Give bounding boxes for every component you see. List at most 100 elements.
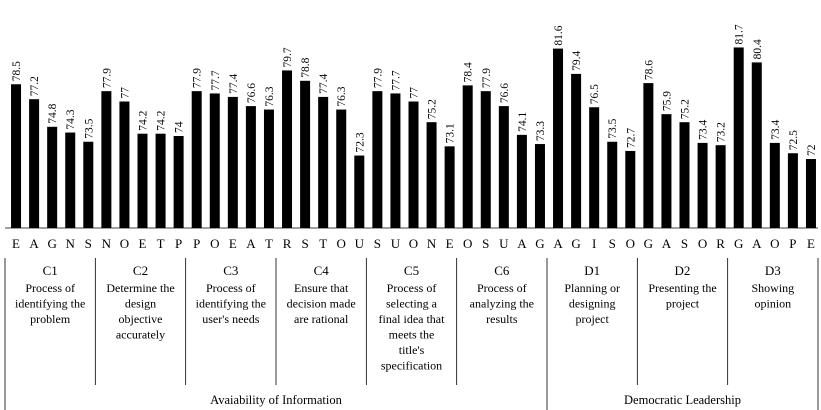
value-label: 73.4	[698, 120, 710, 140]
bar	[444, 146, 455, 228]
value-label: 78.6	[643, 60, 655, 80]
bar	[300, 80, 311, 228]
bar	[101, 91, 112, 229]
x-tick-label: U	[355, 236, 365, 251]
value-label: 72.3	[354, 132, 366, 152]
group-description: Ensure that	[294, 281, 349, 295]
value-label: 78.8	[300, 57, 312, 77]
value-label: 74.8	[47, 103, 59, 123]
group-description: project	[666, 297, 700, 311]
value-label: 73.3	[535, 121, 547, 141]
x-tick-label: A	[752, 236, 762, 251]
group-description: Showing	[751, 281, 794, 295]
bar	[29, 99, 40, 228]
bar	[661, 114, 672, 228]
x-tick-label: E	[229, 236, 237, 251]
x-tick-label: U	[391, 236, 401, 251]
group-description: designing	[569, 297, 616, 311]
bar	[65, 132, 76, 228]
value-label: 77.4	[228, 74, 240, 94]
bar	[408, 101, 419, 228]
group-description: Process of	[387, 281, 437, 295]
bar	[733, 47, 744, 229]
x-tick-label: O	[770, 236, 779, 251]
x-tick-label: A	[29, 236, 39, 251]
value-label: 73.5	[607, 118, 619, 138]
x-tick-label: G	[535, 236, 544, 251]
value-label: 72	[806, 144, 818, 156]
x-tick-label: E	[446, 236, 454, 251]
x-tick-label: S	[85, 236, 92, 251]
bar	[625, 150, 636, 228]
x-tick-label: E	[12, 236, 20, 251]
value-label: 77.9	[372, 68, 384, 88]
value-label: 76.3	[336, 86, 348, 106]
value-label: 77	[119, 87, 131, 99]
group-description: decision made	[287, 297, 356, 311]
value-label: 81.6	[553, 25, 565, 45]
x-tick-label: G	[734, 236, 743, 251]
bar	[480, 91, 491, 229]
group-name: C5	[404, 263, 419, 278]
bar	[245, 106, 256, 228]
group-description: problem	[30, 312, 71, 326]
value-label: 81.7	[734, 24, 746, 44]
group-name: D3	[765, 263, 781, 278]
bar	[697, 142, 708, 228]
bar	[263, 109, 274, 228]
bar	[498, 106, 509, 228]
group-description: Determine the	[106, 281, 174, 295]
group-description: Planning or	[564, 281, 620, 295]
bar	[553, 48, 564, 228]
group-description: analyzing the	[470, 297, 534, 311]
bar	[11, 84, 22, 228]
x-tick-label: T	[157, 236, 165, 251]
x-tick-label: I	[592, 236, 596, 251]
group-description: specification	[381, 359, 442, 373]
group-description: Presenting the	[648, 281, 716, 295]
x-tick-label: P	[789, 236, 796, 251]
group-name: D1	[584, 263, 600, 278]
x-tick-label: O	[463, 236, 472, 251]
bar	[336, 109, 347, 228]
value-label: 79.4	[571, 51, 583, 71]
value-label: 75.9	[661, 91, 673, 111]
value-label: 75.2	[427, 99, 439, 119]
bar	[534, 144, 545, 228]
bar	[119, 101, 130, 228]
x-tick-label: A	[553, 236, 563, 251]
x-tick-label: E	[807, 236, 815, 251]
value-label: 72.5	[788, 130, 800, 150]
group-description: objective	[119, 312, 163, 326]
x-tick-label: P	[175, 236, 182, 251]
bar	[787, 153, 798, 228]
value-label: 77.4	[318, 74, 330, 94]
x-tick-label: O	[120, 236, 129, 251]
x-tick-label: O	[210, 236, 219, 251]
x-tick-label: U	[499, 236, 509, 251]
value-label: 77.9	[481, 68, 493, 88]
bar	[426, 122, 437, 228]
value-label: 76.6	[499, 83, 511, 103]
value-label: 79.7	[282, 47, 294, 67]
x-tick-label: N	[427, 236, 437, 251]
value-label: 73.1	[445, 123, 457, 143]
x-tick-label: O	[698, 236, 707, 251]
x-tick-label: P	[193, 236, 200, 251]
group-description: user's needs	[202, 312, 259, 326]
x-tick-label: O	[626, 236, 635, 251]
bar	[679, 122, 690, 228]
value-label: 76.3	[264, 86, 276, 106]
bar	[715, 145, 726, 228]
x-tick-label: G	[644, 236, 653, 251]
bar	[137, 133, 148, 228]
x-tick-label: T	[319, 236, 327, 251]
bar	[769, 142, 780, 228]
group-name: D2	[675, 263, 691, 278]
bar	[643, 83, 654, 228]
value-label: 72.7	[625, 128, 637, 148]
group-description: Process of	[25, 281, 75, 295]
x-tick-label: S	[681, 236, 688, 251]
bar	[571, 73, 582, 229]
